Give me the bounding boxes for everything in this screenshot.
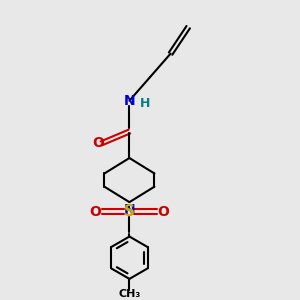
Text: N: N bbox=[124, 203, 135, 217]
Text: CH₃: CH₃ bbox=[118, 289, 140, 299]
Text: O: O bbox=[90, 205, 101, 218]
Text: S: S bbox=[124, 204, 135, 219]
Text: O: O bbox=[157, 205, 169, 218]
Text: H: H bbox=[140, 97, 150, 110]
Text: N: N bbox=[124, 94, 135, 108]
Text: O: O bbox=[92, 136, 104, 150]
